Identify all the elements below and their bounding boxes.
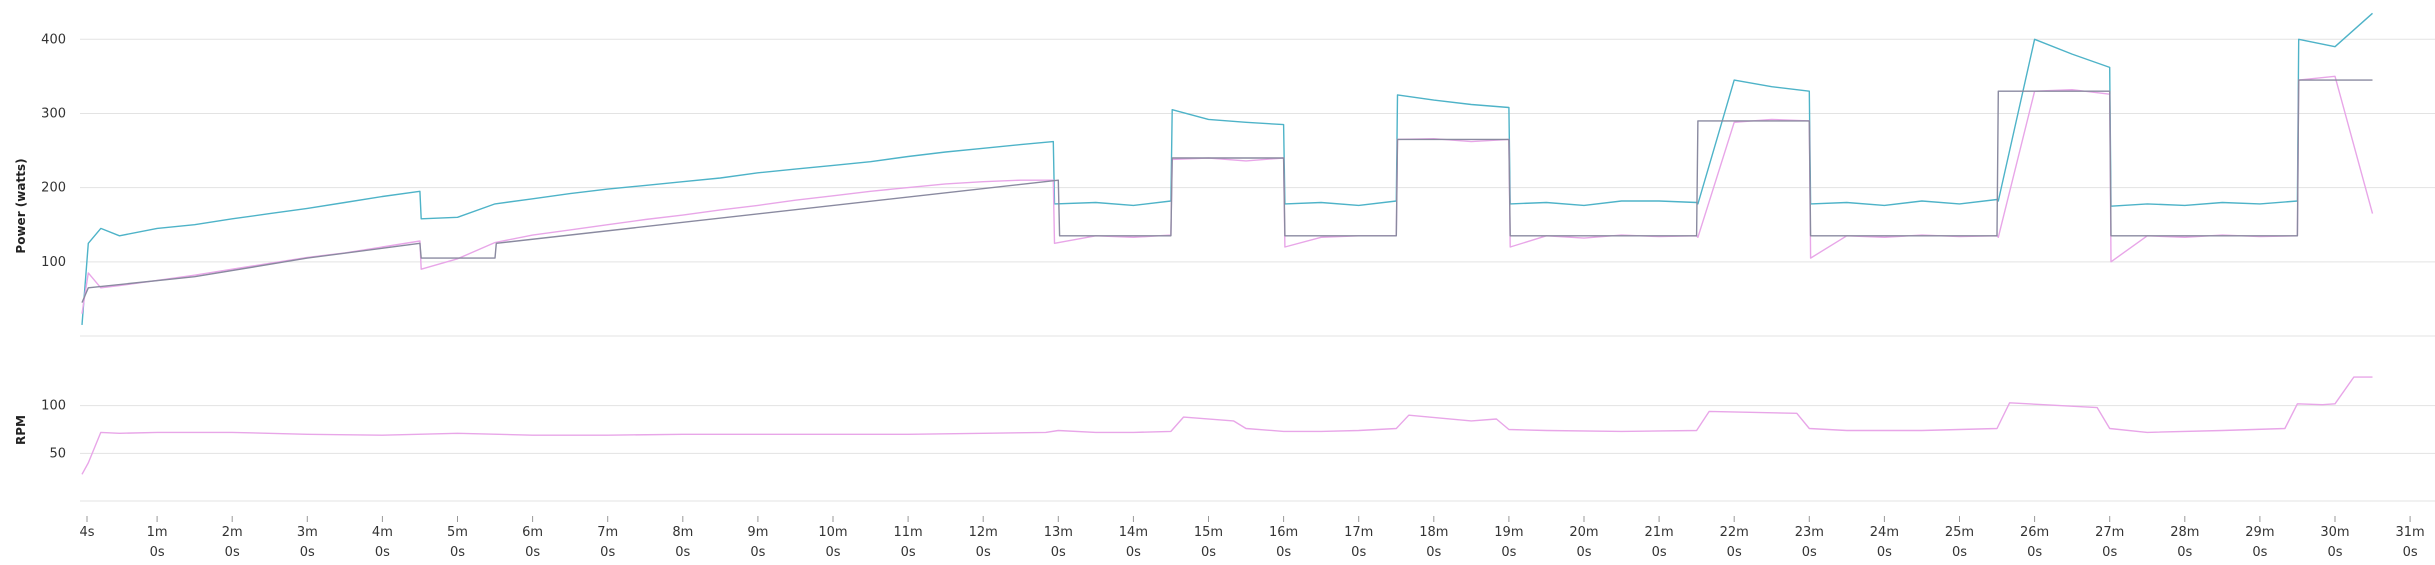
x-tick-sublabel-17: 0s [1351, 545, 1366, 560]
panel-0-y-tick-label-2: 300 [41, 106, 66, 121]
x-tick-label-13: 13m [1044, 525, 1073, 540]
x-tick-sublabel-6: 0s [525, 545, 540, 560]
x-tick-label-29: 29m [2245, 525, 2274, 540]
x-tick-sublabel-28: 0s [2177, 545, 2192, 560]
rpm-axis-title: RPM [14, 415, 28, 445]
panel-0-series-line-0 [81, 12, 2373, 325]
x-tick-sublabel-10: 0s [825, 545, 840, 560]
x-tick-label-2: 2m [222, 525, 243, 540]
x-tick-label-3: 3m [297, 525, 318, 540]
x-tick-label-25: 25m [1945, 525, 1974, 540]
x-tick-label-9: 9m [747, 525, 768, 540]
x-tick-label-5: 5m [447, 525, 468, 540]
x-tick-label-19: 19m [1494, 525, 1523, 540]
x-tick-sublabel-26: 0s [2027, 545, 2042, 560]
x-tick-sublabel-4: 0s [375, 545, 390, 560]
x-tick-label-4: 4m [372, 525, 393, 540]
x-tick-label-12: 12m [969, 525, 998, 540]
x-tick-sublabel-20: 0s [1576, 545, 1591, 560]
axis-layer: 100 200 300 400 50 100 4s 1m 0s 2m 0s 3m 0s 4m 0s 5m 0s 6… [41, 32, 2425, 560]
x-tick-label-11: 11m [893, 525, 922, 540]
x-tick-label-24: 24m [1870, 525, 1899, 540]
x-tick-sublabel-31: 0s [2403, 545, 2418, 560]
x-tick-sublabel-16: 0s [1276, 545, 1291, 560]
x-tick-sublabel-21: 0s [1652, 545, 1667, 560]
panel-0-series-line-2 [81, 79, 2373, 303]
x-tick-label-22: 22m [1720, 525, 1749, 540]
x-tick-sublabel-25: 0s [1952, 545, 1967, 560]
x-tick-sublabel-1: 0s [150, 545, 165, 560]
grid-layer [80, 38, 2435, 502]
x-tick-label-10: 10m [818, 525, 847, 540]
x-tick-sublabel-23: 0s [1802, 545, 1817, 560]
x-tick-label-16: 16m [1269, 525, 1298, 540]
x-tick-label-27: 27m [2095, 525, 2124, 540]
x-tick-sublabel-22: 0s [1727, 545, 1742, 560]
x-tick-label-7: 7m [597, 525, 618, 540]
x-tick-label-20: 20m [1569, 525, 1598, 540]
panel-1-y-tick-label-1: 100 [41, 399, 66, 414]
x-tick-label-21: 21m [1644, 525, 1673, 540]
x-tick-label-18: 18m [1419, 525, 1448, 540]
series-layer [81, 12, 2374, 475]
x-tick-sublabel-15: 0s [1201, 545, 1216, 560]
x-tick-sublabel-7: 0s [600, 545, 615, 560]
x-tick-sublabel-12: 0s [976, 545, 991, 560]
x-tick-label-30: 30m [2320, 525, 2349, 540]
x-tick-sublabel-2: 0s [225, 545, 240, 560]
panel-0-series-line-1 [81, 75, 2374, 314]
x-tick-label-1: 1m [147, 525, 168, 540]
x-tick-label-26: 26m [2020, 525, 2049, 540]
panel-0-y-tick-label-0: 100 [41, 255, 66, 270]
x-tick-label-6: 6m [522, 525, 543, 540]
x-tick-label-28: 28m [2170, 525, 2199, 540]
x-tick-sublabel-30: 0s [2327, 545, 2342, 560]
x-tick-label-0: 4s [79, 525, 94, 540]
x-tick-sublabel-8: 0s [675, 545, 690, 560]
panel-1-series-line-0 [81, 376, 2373, 475]
x-tick-sublabel-19: 0s [1501, 545, 1516, 560]
x-tick-sublabel-14: 0s [1126, 545, 1141, 560]
x-tick-sublabel-13: 0s [1051, 545, 1066, 560]
x-tick-label-17: 17m [1344, 525, 1373, 540]
power-axis-title: Power (watts) [14, 158, 28, 253]
x-tick-label-23: 23m [1795, 525, 1824, 540]
x-tick-sublabel-5: 0s [450, 545, 465, 560]
x-tick-label-15: 15m [1194, 525, 1223, 540]
panel-1-y-tick-label-0: 50 [49, 446, 66, 461]
panel-0-y-tick-label-3: 400 [41, 32, 66, 47]
x-tick-label-14: 14m [1119, 525, 1148, 540]
x-tick-sublabel-24: 0s [1877, 545, 1892, 560]
x-tick-sublabel-9: 0s [750, 545, 765, 560]
x-tick-label-31: 31m [2395, 525, 2424, 540]
x-tick-sublabel-18: 0s [1426, 545, 1441, 560]
x-tick-sublabel-27: 0s [2102, 545, 2117, 560]
x-tick-sublabel-11: 0s [901, 545, 916, 560]
x-tick-sublabel-3: 0s [300, 545, 315, 560]
x-tick-label-8: 8m [672, 525, 693, 540]
panel-0-y-tick-label-1: 200 [41, 181, 66, 196]
x-tick-sublabel-29: 0s [2252, 545, 2267, 560]
